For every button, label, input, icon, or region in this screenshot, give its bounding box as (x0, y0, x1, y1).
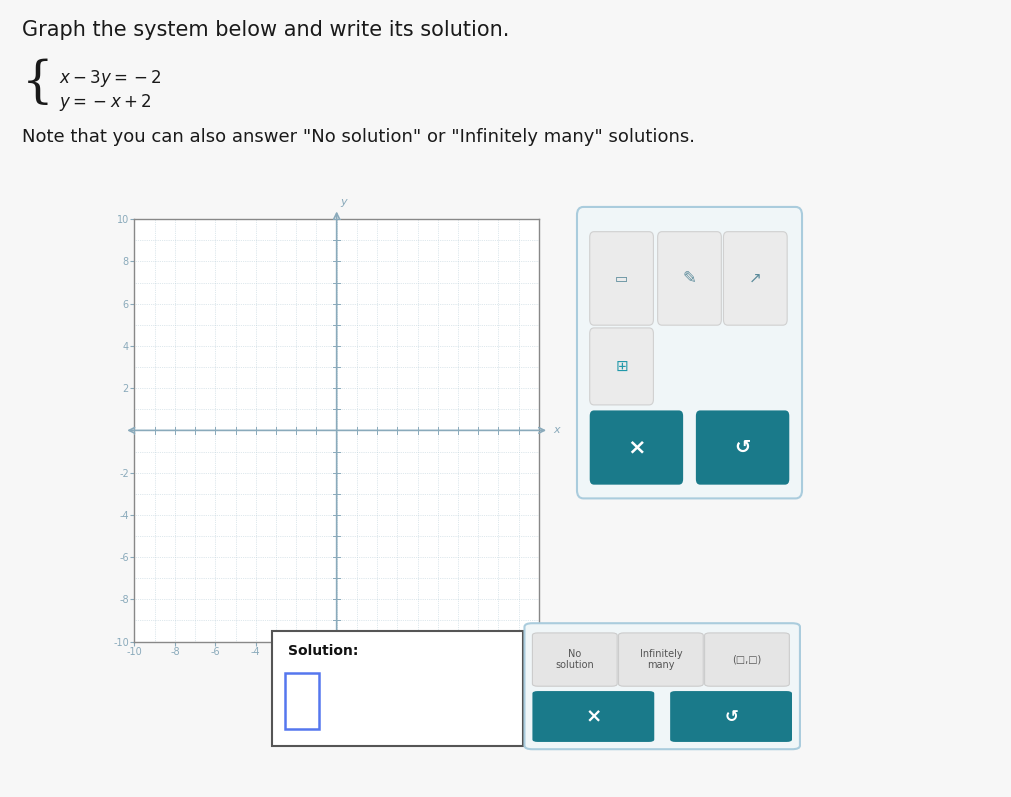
Text: x: x (553, 426, 560, 435)
Text: Graph the system below and write its solution.: Graph the system below and write its sol… (22, 20, 510, 40)
FancyBboxPatch shape (589, 328, 653, 405)
FancyBboxPatch shape (670, 691, 792, 742)
FancyBboxPatch shape (705, 633, 790, 686)
Text: No
solution: No solution (555, 649, 594, 670)
FancyBboxPatch shape (724, 232, 788, 325)
Text: $y=-x+2$: $y=-x+2$ (59, 92, 151, 112)
Text: ×: × (585, 707, 602, 726)
Text: (□,□): (□,□) (732, 654, 761, 665)
FancyBboxPatch shape (273, 630, 523, 746)
FancyBboxPatch shape (657, 232, 721, 325)
Text: y: y (341, 197, 348, 206)
Text: ⊞: ⊞ (615, 359, 628, 374)
Text: Infinitely
many: Infinitely many (640, 649, 682, 670)
Text: ▭: ▭ (615, 272, 628, 285)
Text: ↺: ↺ (724, 708, 738, 725)
FancyBboxPatch shape (589, 410, 683, 485)
Text: ✎: ✎ (682, 269, 697, 288)
Text: Solution:: Solution: (288, 644, 358, 658)
FancyBboxPatch shape (696, 410, 790, 485)
Text: ×: × (627, 438, 646, 457)
FancyBboxPatch shape (533, 633, 617, 686)
Text: Note that you can also answer "No solution" or "Infinitely many" solutions.: Note that you can also answer "No soluti… (22, 128, 696, 146)
FancyBboxPatch shape (577, 207, 802, 498)
Text: {: { (22, 59, 54, 108)
Text: ↺: ↺ (734, 438, 751, 457)
FancyBboxPatch shape (525, 623, 800, 749)
FancyBboxPatch shape (589, 232, 653, 325)
FancyBboxPatch shape (285, 673, 318, 729)
FancyBboxPatch shape (533, 691, 654, 742)
Text: ↗: ↗ (749, 271, 761, 286)
Text: $x-3y=-2$: $x-3y=-2$ (59, 68, 162, 88)
FancyBboxPatch shape (619, 633, 704, 686)
